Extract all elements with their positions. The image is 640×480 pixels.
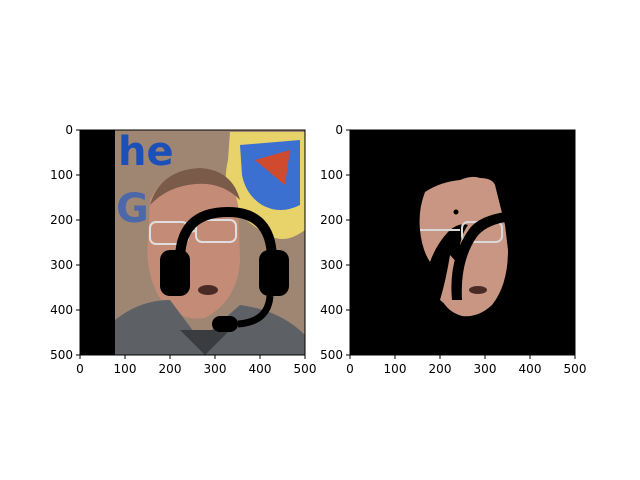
right-x-tick-label: 200 — [429, 362, 452, 376]
right-x-tick-label: 400 — [519, 362, 542, 376]
left-y-tick-label: 200 — [50, 213, 73, 227]
left-image-panel: he G — [80, 129, 305, 355]
right-x-tick-label: 300 — [474, 362, 497, 376]
right-y-tick-label: 200 — [320, 213, 343, 227]
right-axes-frame — [349, 129, 576, 356]
right-x-tick-label: 100 — [384, 362, 407, 376]
left-x-tick-label: 400 — [249, 362, 272, 376]
right-image-panel — [350, 130, 575, 355]
right-y-tick-label: 400 — [320, 303, 343, 317]
left-axes-frame — [79, 129, 306, 356]
right-y-tick-label: 500 — [320, 348, 343, 362]
headset-icon — [160, 206, 289, 332]
right-x-tick-label: 0 — [346, 362, 354, 376]
left-y-tick-label: 0 — [65, 123, 73, 137]
left-x-tick-label: 0 — [76, 362, 84, 376]
right-y-tick-label: 300 — [320, 258, 343, 272]
svg-text:G: G — [116, 186, 149, 232]
segmented-face-mask — [419, 176, 508, 317]
left-black-strip — [80, 130, 115, 355]
right-y-tick-label: 0 — [335, 123, 343, 137]
svg-text:he: he — [118, 129, 174, 175]
right-y-tick-label: 100 — [320, 168, 343, 182]
left-y-tick-label: 300 — [50, 258, 73, 272]
left-x-tick-label: 100 — [114, 362, 137, 376]
left-y-tick-label: 500 — [50, 348, 73, 362]
right-x-tick-label: 500 — [564, 362, 587, 376]
left-x-tick-label: 200 — [159, 362, 182, 376]
left-x-tick-label: 500 — [294, 362, 317, 376]
left-y-tick-label: 100 — [50, 168, 73, 182]
left-y-tick-label: 400 — [50, 303, 73, 317]
left-x-tick-label: 300 — [204, 362, 227, 376]
